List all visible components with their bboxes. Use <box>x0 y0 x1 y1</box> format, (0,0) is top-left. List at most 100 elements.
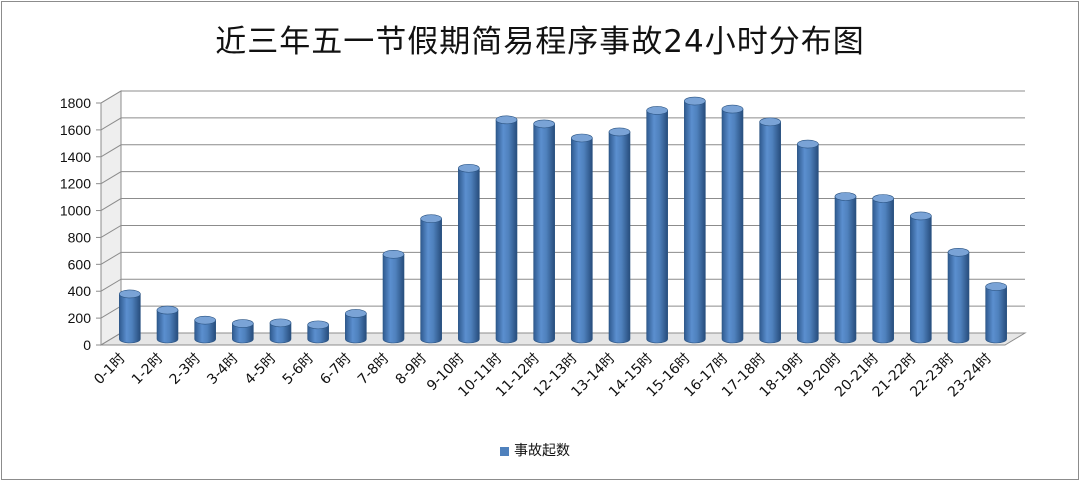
bar-top <box>382 250 405 259</box>
legend-swatch <box>500 446 509 456</box>
bar <box>571 133 593 344</box>
chart-title: 近三年五一节假期简易程序事故24小时分布图 <box>215 24 865 60</box>
x-tick-label: 1-2时 <box>129 351 166 388</box>
bar-body <box>307 324 329 344</box>
legend: 事故起数 <box>500 440 570 460</box>
bar-top <box>533 119 555 129</box>
bar <box>608 127 631 344</box>
bar-body <box>269 322 292 344</box>
x-tick-label: 5-6时 <box>280 351 317 388</box>
x-tick-label: 2-3时 <box>167 351 204 388</box>
bar <box>420 214 442 344</box>
bar-top <box>571 133 593 143</box>
bar-top <box>608 127 631 137</box>
y-tick-label: 1800 <box>60 95 91 111</box>
y-tick-label: 1400 <box>60 149 91 165</box>
bar-body <box>684 100 706 344</box>
y-tick-label: 1600 <box>60 122 91 138</box>
bar-top <box>834 192 857 201</box>
bar <box>533 119 555 344</box>
bar-top <box>156 305 179 315</box>
y-tick-label: 1200 <box>60 176 91 192</box>
bar-top <box>759 117 781 127</box>
x-tick-label: 0-1时 <box>91 351 128 388</box>
y-tick-label: 400 <box>68 283 92 299</box>
bar-top <box>947 247 970 257</box>
side-wall <box>100 90 122 346</box>
y-tick-label: 0 <box>83 337 91 353</box>
bar-top <box>307 320 329 330</box>
bar <box>119 289 141 344</box>
y-tick-label: 1000 <box>60 203 91 219</box>
bar-body <box>232 323 254 344</box>
bar <box>345 309 367 344</box>
bar-top <box>910 211 932 221</box>
bar <box>834 192 857 344</box>
bar-top <box>458 163 480 173</box>
y-tick-label: 600 <box>68 256 92 272</box>
bar-body <box>834 196 857 344</box>
bar-body <box>382 254 405 344</box>
bar <box>872 194 894 344</box>
x-tick-label: 4-5时 <box>242 351 279 388</box>
gridline <box>100 171 1025 185</box>
y-tick-label: 800 <box>68 229 92 245</box>
bar <box>985 282 1007 344</box>
bar-top <box>684 96 706 106</box>
bar <box>910 211 932 344</box>
bar <box>646 106 668 344</box>
bar <box>684 96 706 344</box>
gridline <box>100 117 1025 131</box>
bar-top <box>420 214 442 223</box>
bar <box>194 315 216 344</box>
bar-top <box>721 104 744 114</box>
bar <box>495 115 518 344</box>
bar-body <box>420 218 442 344</box>
bar-body <box>947 251 970 344</box>
bar <box>156 305 179 344</box>
bar-top <box>269 318 292 328</box>
bar-body <box>608 131 631 344</box>
bar-body <box>194 319 216 344</box>
bar-body <box>646 110 668 344</box>
bar <box>307 320 329 344</box>
bar-top <box>119 289 141 299</box>
x-tick-label: 3-4时 <box>204 351 241 388</box>
gridline <box>100 144 1025 158</box>
bar-body <box>797 143 819 344</box>
bar <box>759 117 781 344</box>
bar-body <box>759 121 781 344</box>
bar <box>721 104 744 344</box>
bar-top <box>345 309 367 318</box>
x-tick-label: 6-7时 <box>317 351 354 388</box>
bar-body <box>533 123 555 344</box>
bar-top <box>232 319 254 328</box>
bar-body <box>458 167 480 344</box>
bar-top <box>985 282 1007 291</box>
bar <box>947 247 970 344</box>
bar-body <box>721 108 744 344</box>
legend-label: 事故起数 <box>514 443 570 459</box>
y-tick-label: 200 <box>68 310 92 326</box>
bar-body <box>119 293 141 344</box>
bar-body <box>571 137 593 344</box>
bar-body <box>495 119 518 344</box>
bar-top <box>797 139 819 149</box>
bar <box>382 250 405 344</box>
bar-top <box>646 106 668 115</box>
bar-body <box>345 313 367 344</box>
bar <box>797 139 819 344</box>
x-tick-label: 7-8时 <box>355 351 392 388</box>
gridline <box>100 90 1025 104</box>
bar-body <box>156 309 179 344</box>
bar-top <box>495 115 518 125</box>
bar <box>458 163 480 344</box>
bar-body <box>985 286 1007 344</box>
bar-body <box>910 215 932 344</box>
bar <box>232 319 254 344</box>
bar-top <box>194 315 216 325</box>
bar-body <box>872 198 894 344</box>
bar <box>269 318 292 344</box>
